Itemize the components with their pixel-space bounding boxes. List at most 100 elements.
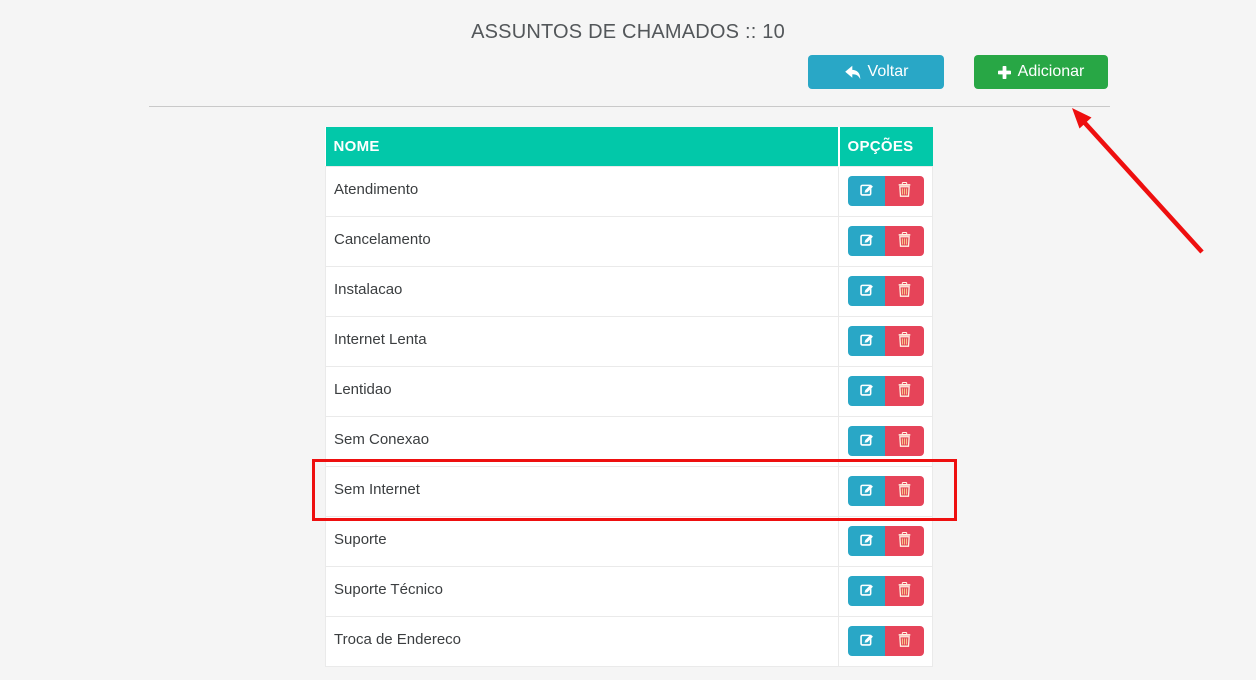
row-options-cell bbox=[838, 315, 933, 367]
table-row: Suporte Técnico bbox=[325, 565, 933, 617]
row-options-cell bbox=[838, 615, 933, 667]
row-name-label: Sem Internet bbox=[334, 480, 420, 498]
row-options-cell bbox=[838, 165, 933, 217]
trash-icon bbox=[898, 531, 911, 550]
row-actions bbox=[848, 226, 932, 256]
reply-arrow-icon bbox=[844, 65, 861, 80]
trash-icon bbox=[898, 631, 911, 650]
edit-pencil-square-icon bbox=[859, 382, 874, 400]
row-actions bbox=[848, 526, 932, 556]
plus-icon bbox=[997, 65, 1011, 79]
delete-button[interactable] bbox=[885, 576, 924, 606]
row-name-label: Sem Conexao bbox=[334, 430, 430, 448]
row-options-cell bbox=[838, 565, 933, 617]
edit-pencil-square-icon bbox=[859, 432, 874, 450]
edit-pencil-square-icon bbox=[859, 532, 874, 550]
column-header-nome: NOME bbox=[325, 127, 839, 166]
row-options-cell bbox=[838, 215, 933, 267]
trash-icon bbox=[898, 181, 911, 200]
horizontal-divider bbox=[149, 106, 1110, 107]
trash-icon bbox=[898, 581, 911, 600]
page-title: ASSUNTOS DE CHAMADOS :: 10 bbox=[471, 21, 785, 43]
delete-button[interactable] bbox=[885, 276, 924, 306]
row-name-cell: Internet Lenta bbox=[325, 315, 839, 367]
table-row: Lentidao bbox=[325, 365, 933, 417]
row-name-label: Troca de Endereco bbox=[334, 630, 462, 648]
edit-button[interactable] bbox=[848, 626, 885, 656]
edit-pencil-square-icon bbox=[859, 632, 874, 650]
edit-button[interactable] bbox=[848, 326, 885, 356]
trash-icon bbox=[898, 481, 911, 500]
row-actions bbox=[848, 376, 932, 406]
row-name-cell: Sem Internet bbox=[325, 465, 839, 517]
row-name-cell: Suporte bbox=[325, 515, 839, 567]
row-options-cell bbox=[838, 365, 933, 417]
row-actions bbox=[848, 476, 932, 506]
edit-pencil-square-icon bbox=[859, 582, 874, 600]
add-button[interactable]: Adicionar bbox=[974, 55, 1108, 89]
row-name-label: Lentidao bbox=[334, 380, 392, 398]
row-name-cell: Sem Conexao bbox=[325, 415, 839, 467]
table-row: Instalacao bbox=[325, 265, 933, 317]
edit-pencil-square-icon bbox=[859, 182, 874, 200]
row-name-cell: Instalacao bbox=[325, 265, 839, 317]
row-options-cell bbox=[838, 465, 933, 517]
delete-button[interactable] bbox=[885, 226, 924, 256]
row-actions bbox=[848, 326, 932, 356]
row-options-cell bbox=[838, 515, 933, 567]
edit-button[interactable] bbox=[848, 176, 885, 206]
delete-button[interactable] bbox=[885, 176, 924, 206]
edit-button[interactable] bbox=[848, 476, 885, 506]
edit-pencil-square-icon bbox=[859, 232, 874, 250]
row-options-cell bbox=[838, 415, 933, 467]
add-button-label: Adicionar bbox=[1017, 63, 1085, 80]
trash-icon bbox=[898, 281, 911, 300]
row-name-cell: Lentidao bbox=[325, 365, 839, 417]
row-actions bbox=[848, 426, 932, 456]
edit-button[interactable] bbox=[848, 226, 885, 256]
table-row: Sem Internet bbox=[325, 465, 933, 517]
table-row: Internet Lenta bbox=[325, 315, 933, 367]
table-row: Sem Conexao bbox=[325, 415, 933, 467]
edit-button[interactable] bbox=[848, 576, 885, 606]
row-name-cell: Atendimento bbox=[325, 165, 839, 217]
annotation-arrow bbox=[1072, 108, 1204, 254]
row-actions bbox=[848, 576, 932, 606]
column-header-opcoes: OPÇÕES bbox=[837, 127, 933, 166]
row-name-label: Atendimento bbox=[334, 180, 419, 198]
row-name-label: Suporte bbox=[334, 530, 387, 548]
edit-pencil-square-icon bbox=[859, 282, 874, 300]
delete-button[interactable] bbox=[885, 476, 924, 506]
delete-button[interactable] bbox=[885, 526, 924, 556]
table-row: Cancelamento bbox=[325, 215, 933, 267]
trash-icon bbox=[898, 231, 911, 250]
row-actions bbox=[848, 626, 932, 656]
table-header-row: NOME OPÇÕES bbox=[325, 127, 933, 166]
table-row: Suporte bbox=[325, 515, 933, 567]
delete-button[interactable] bbox=[885, 326, 924, 356]
trash-icon bbox=[898, 431, 911, 450]
back-button[interactable]: Voltar bbox=[808, 55, 944, 89]
edit-button[interactable] bbox=[848, 426, 885, 456]
row-name-label: Suporte Técnico bbox=[334, 580, 443, 598]
trash-icon bbox=[898, 331, 911, 350]
edit-button[interactable] bbox=[848, 276, 885, 306]
table-row: Atendimento bbox=[325, 165, 933, 217]
row-name-cell: Troca de Endereco bbox=[325, 615, 839, 667]
row-name-label: Internet Lenta bbox=[334, 330, 427, 348]
row-name-label: Instalacao bbox=[334, 280, 403, 298]
edit-button[interactable] bbox=[848, 376, 885, 406]
delete-button[interactable] bbox=[885, 376, 924, 406]
edit-button[interactable] bbox=[848, 526, 885, 556]
table-row: Troca de Endereco bbox=[325, 615, 933, 667]
subjects-table: NOME OPÇÕES Atendimento bbox=[325, 127, 933, 667]
trash-icon bbox=[898, 381, 911, 400]
row-options-cell bbox=[838, 265, 933, 317]
edit-pencil-square-icon bbox=[859, 482, 874, 500]
row-name-label: Cancelamento bbox=[334, 230, 431, 248]
row-actions bbox=[848, 276, 932, 306]
delete-button[interactable] bbox=[885, 426, 924, 456]
delete-button[interactable] bbox=[885, 626, 924, 656]
back-button-label: Voltar bbox=[867, 63, 909, 80]
